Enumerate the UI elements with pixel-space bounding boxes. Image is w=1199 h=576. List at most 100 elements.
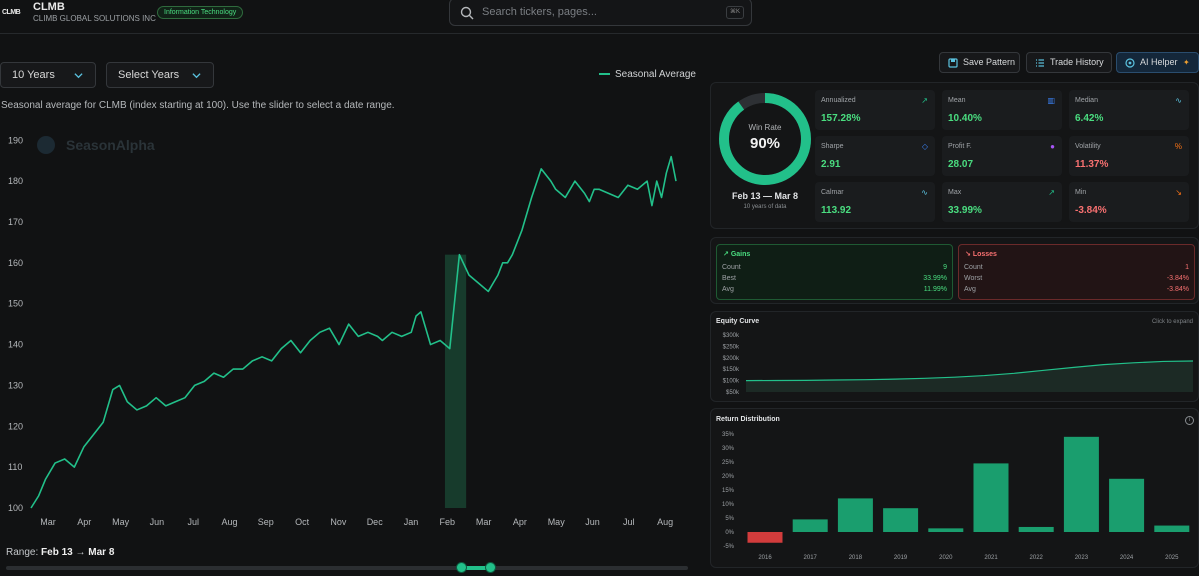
distribution-x-tick: 2019 xyxy=(894,555,908,561)
distribution-bar xyxy=(1154,525,1190,532)
gains-avg-row: Avg 11.99% xyxy=(722,286,947,293)
stat-label: Profit F. xyxy=(948,143,972,150)
distribution-bar xyxy=(1018,526,1054,532)
y-tick-label: 120 xyxy=(8,421,23,431)
losses-box: ↘ Losses Count 1 Worst -3.84% Avg -3.84% xyxy=(958,244,1195,300)
company-name: CLIMB GLOBAL SOLUTIONS INC xyxy=(33,14,156,23)
range-from: Feb 13 xyxy=(41,547,73,558)
shield-icon: ◇ xyxy=(921,142,928,151)
range-to: Mar 8 xyxy=(88,547,115,558)
save-pattern-button[interactable]: Save Pattern xyxy=(939,52,1020,73)
x-tick-label: Aug xyxy=(657,517,673,527)
legend-line-icon xyxy=(599,73,610,76)
stat-sharpe: Sharpe ◇ 2.91 xyxy=(815,136,935,176)
range-readout: Range: Feb 13 → Mar 8 xyxy=(6,547,114,558)
distribution-x-tick: 2021 xyxy=(984,555,998,561)
stat-label: Median xyxy=(1075,97,1098,104)
distribution-y-tick: 0% xyxy=(725,530,734,536)
distribution-x-tick: 2018 xyxy=(849,555,863,561)
distribution-bar xyxy=(973,463,1009,532)
losses-title: ↘ Losses xyxy=(965,251,997,258)
y-tick-label: 150 xyxy=(8,299,23,309)
distribution-x-tick: 2025 xyxy=(1165,555,1179,561)
x-tick-label: Nov xyxy=(330,517,347,527)
y-tick-label: 180 xyxy=(8,176,23,186)
distribution-bar xyxy=(883,508,919,532)
stat-value: 6.42% xyxy=(1075,113,1104,124)
chart-description: Seasonal average for CLMB (index startin… xyxy=(1,100,395,111)
distribution-bar xyxy=(1109,478,1145,532)
stat-value: 10.40% xyxy=(948,113,982,124)
stat-value: 11.37% xyxy=(1075,159,1109,170)
x-tick-label: May xyxy=(548,517,566,527)
stat-label: Min xyxy=(1075,189,1087,196)
distribution-x-tick: 2016 xyxy=(758,555,772,561)
distribution-bar xyxy=(747,532,783,543)
date-range-slider[interactable] xyxy=(6,566,688,570)
stat-annualized: Annualized ↗ 157.28% xyxy=(815,90,935,130)
slider-selection[interactable] xyxy=(462,566,491,570)
gains-losses-card: ↗ Gains Count 9 Best 33.99% Avg 11.99% ↘ Lo… xyxy=(710,237,1199,304)
ticker-symbol: CLMB xyxy=(33,1,65,13)
search-shortcut: ⌘K xyxy=(726,6,744,19)
distribution-y-tick: 20% xyxy=(722,474,735,480)
years-dropdown[interactable]: Select Years xyxy=(106,62,214,88)
activity-icon: ∿ xyxy=(921,188,928,197)
gains-count-row: Count 9 xyxy=(722,264,947,271)
logo[interactable]: CLMB xyxy=(2,9,21,16)
distribution-y-tick: -5% xyxy=(723,544,734,550)
percent-icon: % xyxy=(1174,142,1182,151)
slider-start-handle[interactable] xyxy=(456,562,467,573)
chevron-down-icon xyxy=(74,73,83,79)
return-distribution-card: 35% 30% 25% 20% 15% 10% 5% 0% -5% 2016 2017 2018 201… xyxy=(710,408,1199,568)
gains-box: ↗ Gains Count 9 Best 33.99% Avg 11.99% xyxy=(716,244,953,300)
search-input[interactable] xyxy=(482,4,702,20)
trend-down-icon: ↘ xyxy=(1175,188,1182,197)
period-dropdown[interactable]: 10 Years xyxy=(0,62,96,88)
stat-value: 2.91 xyxy=(821,159,841,170)
stat-value: -3.84% xyxy=(1075,205,1107,216)
stat-label: Annualized xyxy=(821,97,856,104)
return-distribution-title: Return Distribution xyxy=(716,416,780,423)
stat-label: Sharpe xyxy=(821,143,844,150)
distribution-bar xyxy=(1063,436,1099,532)
range-label: Range: xyxy=(6,547,39,558)
ai-helper-button[interactable]: AI Helper ✦ xyxy=(1116,52,1199,73)
x-tick-label: Jul xyxy=(623,517,635,527)
ai-helper-label: AI Helper xyxy=(1140,57,1178,67)
distribution-y-tick: 5% xyxy=(725,516,734,522)
equity-curve-card[interactable]: $300k $250k $200k $150k $100k $50k Equity Cur… xyxy=(710,311,1199,402)
trend-up-icon: ↗ xyxy=(1048,188,1055,197)
stat-value: 157.28% xyxy=(821,113,861,124)
distribution-x-tick: 2017 xyxy=(804,555,818,561)
watermark: SeasonAlpha xyxy=(37,136,155,154)
y-tick-label: 140 xyxy=(8,340,23,350)
trade-history-label: Trade History xyxy=(1050,57,1104,67)
distribution-x-tick: 2023 xyxy=(1075,555,1089,561)
distribution-bar xyxy=(837,498,873,532)
search-box[interactable]: ⌘K xyxy=(449,0,752,26)
equity-y-tick: $150k xyxy=(723,367,740,373)
x-tick-label: Dec xyxy=(367,517,384,527)
distribution-y-tick: 10% xyxy=(722,502,735,508)
stat-calmar: Calmar ∿ 113.92 xyxy=(815,182,935,222)
losses-worst-row: Worst -3.84% xyxy=(964,275,1189,282)
equity-curve-chart: $300k $250k $200k $150k $100k $50k xyxy=(723,333,1194,396)
distribution-bar xyxy=(928,528,964,532)
trade-history-button[interactable]: Trade History xyxy=(1026,52,1112,73)
stat-label: Volatility xyxy=(1075,143,1101,150)
distribution-y-tick: 25% xyxy=(722,460,735,466)
seasonal-chart[interactable]: SeasonAlpha 100 110 120 130 140 150 160 170 180 1… xyxy=(0,120,700,535)
distribution-x-tick: 2024 xyxy=(1120,555,1134,561)
years-dropdown-label: Select Years xyxy=(118,69,180,81)
range-arrow: → xyxy=(75,547,86,558)
info-icon[interactable]: i xyxy=(1185,416,1194,425)
expand-link[interactable]: Click to expand xyxy=(1151,319,1193,325)
stat-volatility: Volatility% 11.37% xyxy=(1069,136,1189,176)
y-tick-label: 160 xyxy=(8,258,23,268)
bar-chart-icon: ▥ xyxy=(1047,96,1055,105)
slider-end-handle[interactable] xyxy=(485,562,496,573)
ai-icon xyxy=(1125,58,1135,68)
y-tick-label: 100 xyxy=(8,503,23,513)
x-tick-label: Apr xyxy=(77,517,91,527)
